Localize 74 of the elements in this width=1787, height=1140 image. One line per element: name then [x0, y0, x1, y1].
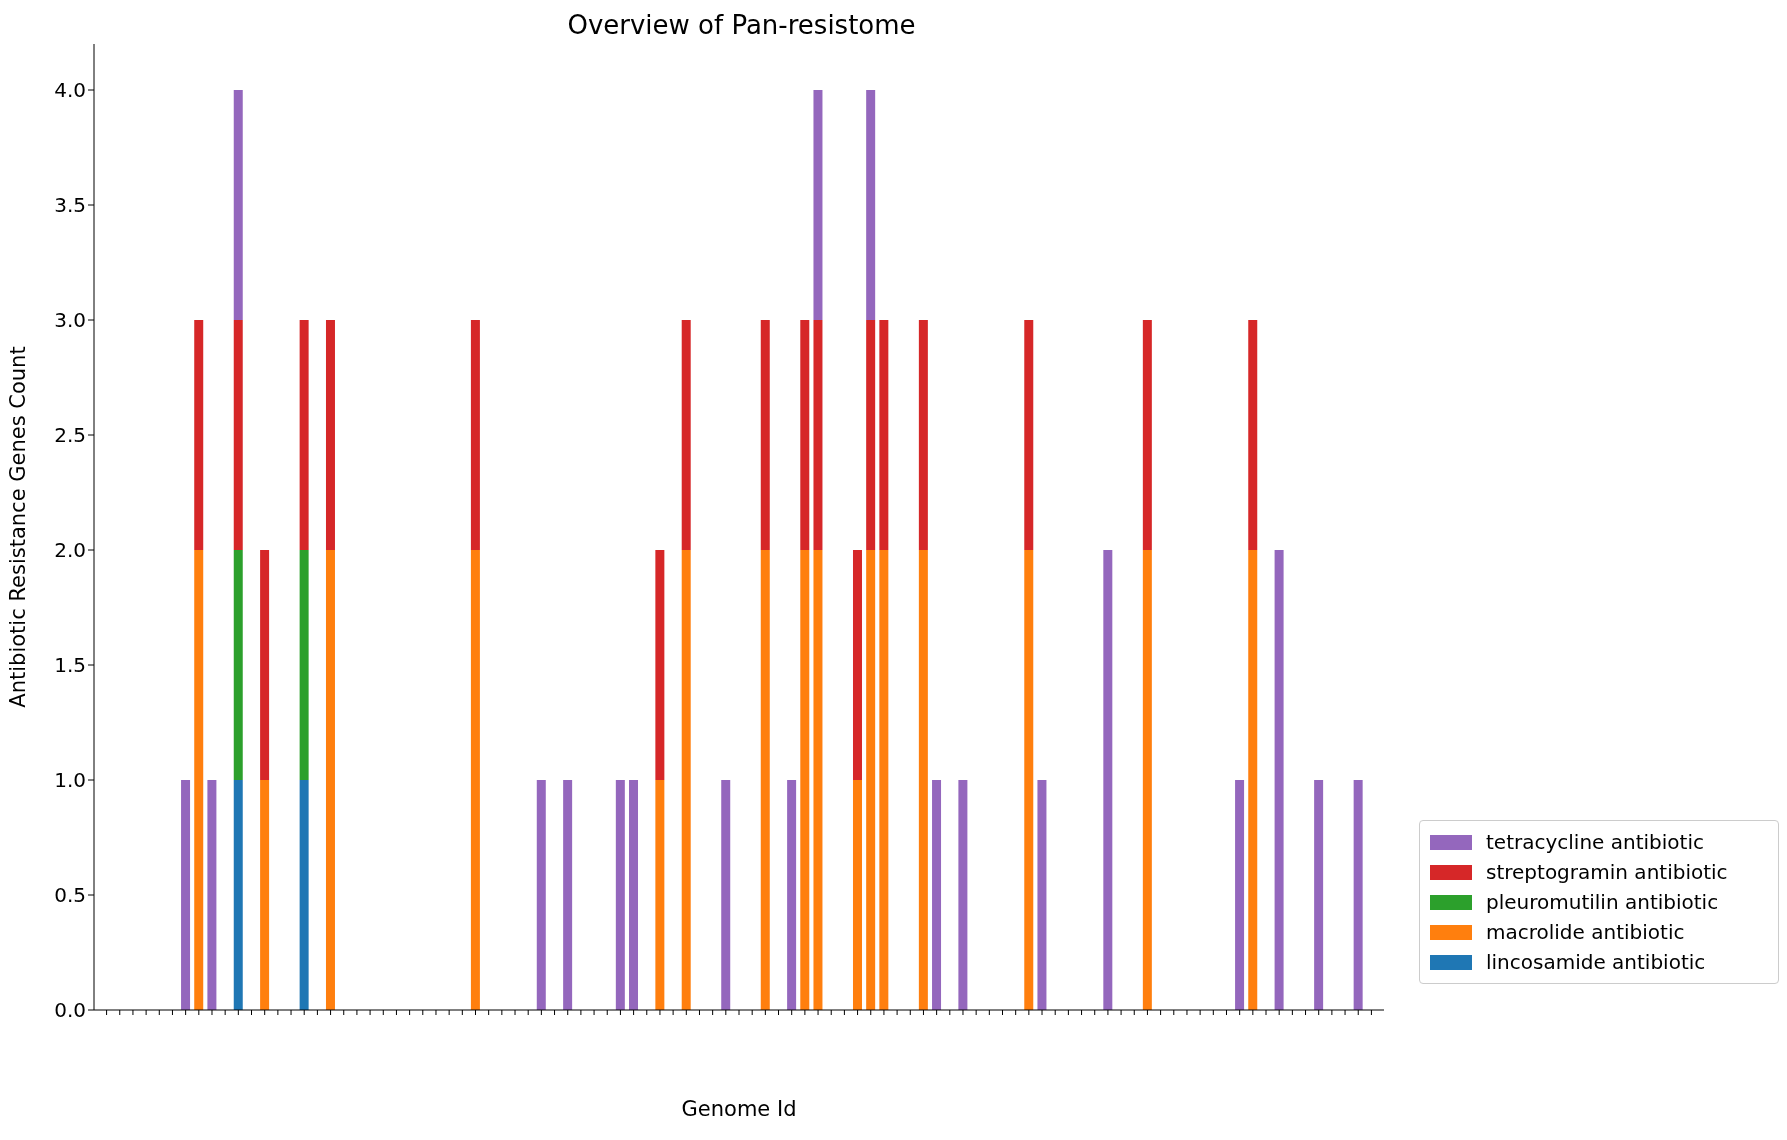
bar [800, 320, 810, 550]
y-tick-label: 1.5 [54, 653, 86, 678]
bar [655, 780, 665, 1010]
y-tick-label: 2.0 [54, 538, 86, 563]
bar [1235, 780, 1245, 1010]
bar [194, 550, 204, 1010]
y-tick-label: 3.5 [54, 193, 86, 218]
bar [299, 780, 309, 1010]
bar [787, 780, 797, 1010]
bar [233, 90, 243, 320]
bar [470, 550, 480, 1010]
bar [260, 780, 270, 1010]
legend-label: pleuromutilin antibiotic [1486, 890, 1719, 914]
x-axis-title: Genome Id [681, 1097, 797, 1121]
bar [813, 90, 823, 320]
bar [721, 780, 731, 1010]
bar [1103, 550, 1113, 1010]
bar [800, 550, 810, 1010]
y-axis-title: Antibiotic Resistance Genes Count [6, 346, 31, 708]
bar [813, 550, 823, 1010]
bar [233, 320, 243, 550]
legend-label: tetracycline antibiotic [1486, 830, 1704, 854]
bar [866, 550, 876, 1010]
bar [1024, 550, 1034, 1010]
bar [1314, 780, 1324, 1010]
bar [918, 550, 928, 1010]
bar [1024, 320, 1034, 550]
bar [536, 780, 546, 1010]
bar [866, 320, 876, 550]
bar [194, 320, 204, 550]
chart-title: Overview of Pan-resistome [566, 10, 917, 40]
bar [299, 320, 309, 550]
bar [299, 550, 309, 780]
bar [1248, 320, 1258, 550]
bar [615, 780, 625, 1010]
bar [918, 320, 928, 550]
bar [681, 550, 691, 1010]
bar [852, 550, 862, 780]
bar [1353, 780, 1363, 1010]
bar [470, 320, 480, 550]
bar [852, 780, 862, 1010]
y-tick-label: 4.0 [54, 78, 86, 103]
bar [1142, 320, 1152, 550]
y-tick-label: 3.0 [54, 308, 86, 333]
bar [325, 320, 335, 550]
bar [207, 780, 217, 1010]
bar [233, 550, 243, 780]
bar [1274, 550, 1284, 1010]
bar [1142, 550, 1152, 1010]
bar [181, 780, 191, 1010]
bar [879, 550, 889, 1010]
legend-label: macrolide antibiotic [1486, 920, 1685, 944]
bar [958, 780, 968, 1010]
bar [760, 550, 770, 1010]
y-tick-label: 0.0 [54, 998, 86, 1023]
legend-label: lincosamide antibiotic [1486, 950, 1706, 974]
bar [1037, 780, 1047, 1010]
y-tick-label: 2.5 [54, 423, 86, 448]
bar [813, 320, 823, 550]
bar [563, 780, 573, 1010]
bar [932, 780, 942, 1010]
y-tick-label: 0.5 [54, 883, 86, 908]
bar [681, 320, 691, 550]
bar [760, 320, 770, 550]
legend-label: streptogramin antibiotic [1486, 860, 1728, 884]
y-tick-label: 1.0 [54, 768, 86, 793]
bar [260, 550, 270, 780]
bar [879, 320, 889, 550]
bar [233, 780, 243, 1010]
bar [1248, 550, 1258, 1010]
bar [629, 780, 639, 1010]
bar [655, 550, 665, 780]
bar [866, 90, 876, 320]
bar [325, 550, 335, 1010]
